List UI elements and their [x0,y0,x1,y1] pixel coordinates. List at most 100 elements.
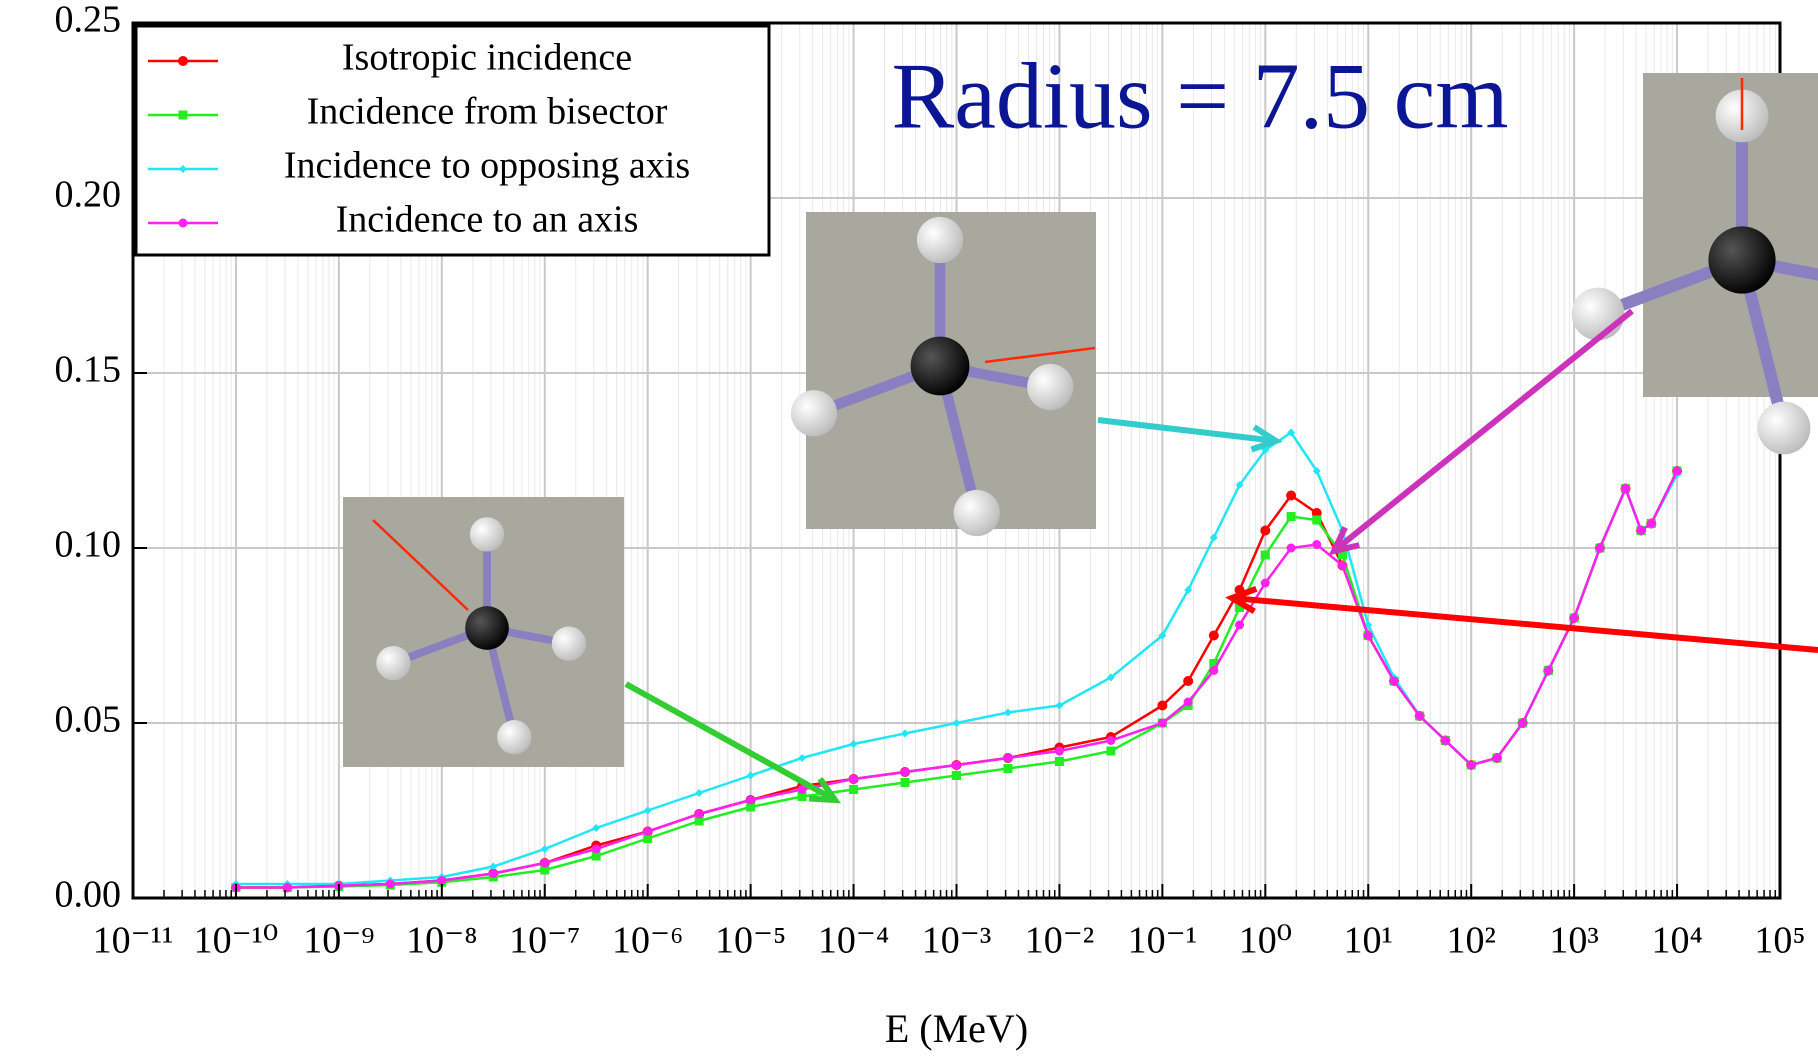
x-tick-label: 10⁻⁹ [303,920,374,962]
atom [1027,363,1074,411]
y-tick-label: 0.05 [55,699,122,741]
marker [591,844,601,854]
marker [1158,631,1167,640]
marker [1209,666,1219,675]
x-tick-label: 10⁻¹ [1128,920,1197,962]
x-tick-label: 10³ [1549,920,1598,962]
marker [1286,512,1296,521]
atom [916,216,964,264]
marker [1287,428,1296,437]
marker [1286,543,1296,553]
marker [179,165,187,173]
x-tick-label: 10⁻⁶ [612,920,683,962]
annotation-arrow [1332,308,1634,554]
marker [1389,676,1399,686]
legend-label: Isotropic incidence [342,37,632,79]
marker [540,858,550,868]
marker [1183,676,1194,686]
marker [1415,711,1425,721]
marker [178,56,188,66]
atom [465,606,509,650]
annotation-arrow [624,681,837,803]
x-tick-label: 10⁰ [1239,920,1292,962]
atom [1708,226,1776,294]
arrow-head [1250,424,1283,453]
atom [953,489,1000,537]
marker [1157,700,1168,711]
annotation: Radius = 7.5 cm [892,45,1509,149]
marker [849,740,858,748]
marker [1106,746,1116,756]
marker [1337,561,1347,570]
x-tick-label: 10⁻⁴ [818,920,889,962]
marker [1543,666,1553,675]
marker [849,774,859,784]
legend-label: Incidence to an axis [336,199,639,241]
x-tick-label: 10⁻⁷ [509,920,580,962]
atom [497,720,532,755]
marker [437,876,447,885]
annotation-arrow [1097,417,1277,444]
marker [178,110,188,120]
marker [282,883,292,892]
marker [1260,525,1271,536]
marker [1260,578,1270,588]
marker [1209,533,1218,542]
marker [488,869,498,878]
atom [551,626,587,661]
marker [952,760,961,770]
marker [592,824,601,832]
marker [1055,701,1064,710]
atom [910,336,970,396]
marker [952,771,961,780]
marker [1183,697,1193,707]
marker [797,785,807,794]
arrow-head [808,777,842,804]
marker [1337,550,1347,560]
marker [1672,466,1682,476]
marker [643,827,653,836]
x-tick-label: 10⁻⁵ [715,920,786,962]
marker [746,802,756,812]
x-tick-label: 10⁻¹¹ [93,920,174,962]
marker [1363,631,1373,640]
plot-frame [131,21,1782,900]
y-tick-label: 0.10 [55,524,122,566]
photo-arrow [984,346,1096,364]
marker [540,865,550,875]
marker [643,806,652,815]
legend: Isotropic incidence Incidence from bisect… [134,24,771,257]
marker [1260,550,1270,560]
marker [1003,764,1013,773]
marker [900,778,910,787]
arrow-head [1225,585,1258,614]
marker [1157,718,1167,728]
marker [746,795,756,805]
series-line [235,470,1679,889]
marker [900,767,910,777]
x-tick-label: 10⁻⁸ [406,920,477,962]
x-tick-label: 10⁻³ [922,920,991,962]
marker [952,719,961,727]
marker [1466,760,1476,770]
x-axis-label: E (MeV) [885,1006,1028,1051]
marker [385,879,395,889]
marker [1235,481,1244,489]
marker [900,729,909,738]
photo [343,497,624,767]
marker [178,218,188,228]
annotation-arrow [1231,595,1818,653]
atom [1571,287,1625,341]
marker [1621,484,1631,493]
marker [1312,540,1322,549]
marker [1054,757,1064,766]
y-tick-label: 0.20 [55,174,122,216]
marker [1518,718,1528,728]
y-tick-label: 0.25 [55,0,122,41]
atom [469,517,505,552]
marker [1208,630,1219,641]
marker [1209,659,1219,668]
marker [643,834,653,843]
marker [798,754,807,762]
